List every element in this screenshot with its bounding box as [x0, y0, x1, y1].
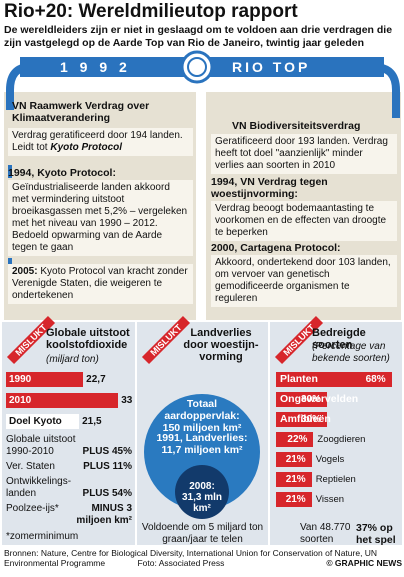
title: Rio+20: Wereldmilieutop rapport	[4, 1, 298, 22]
globe-loss	[175, 465, 229, 519]
stat-value: PLUS 45%	[82, 446, 132, 457]
heading: VN Biodiversiteitsverdrag	[232, 120, 361, 132]
bar-label: Vogels	[315, 454, 345, 465]
bar	[6, 414, 80, 429]
bar-label: 1990	[9, 374, 32, 385]
subtitle: De wereldleiders zijn er niet in geslaag…	[4, 24, 393, 49]
total: Van 48.770 soorten	[300, 522, 351, 545]
heading: VN Raamwerk Verdrag over Klimaatverander…	[12, 100, 150, 124]
stat: Ver. Staten PLUS 11%	[6, 461, 132, 473]
photo: Foto: Associated Press	[137, 558, 225, 568]
value-label: 22,7	[86, 374, 106, 385]
stat-label: Globale uitstoot 1990-2010	[6, 434, 76, 457]
note: Voldoende om 5 miljard ton graan/jaar te…	[141, 522, 264, 545]
label: Totaal aardoppervlak:	[164, 398, 240, 422]
bar-label: Vissen	[315, 494, 345, 505]
label: 2008:	[189, 481, 215, 492]
stat-value: PLUS 54%	[82, 488, 132, 499]
text: Geratificeerd door 193 landen. Verdrag h…	[211, 134, 397, 174]
bar-label: Zoogdieren	[317, 434, 366, 445]
globe-text: 2008: 31,3 mln km²	[176, 481, 228, 514]
sources: Bronnen: Nature, Centre for Biological D…	[4, 548, 378, 568]
bar-label: Ongewervelden	[280, 393, 359, 405]
bar-label: Planten	[280, 373, 318, 385]
event-title: 2005:	[12, 266, 38, 277]
bar	[6, 393, 119, 408]
value: 11,7 miljoen km²	[161, 444, 243, 456]
event-text: Akkoord, ondertekend door 103 landen, om…	[211, 255, 397, 307]
event-title: 2000, Cartagena Protocol:	[211, 242, 341, 254]
logo	[187, 57, 207, 77]
globe-text: Totaal aardoppervlak: 150 miljoen km²	[150, 398, 254, 434]
value-label: 21%	[285, 474, 306, 485]
text: Kyoto Protocol	[50, 142, 123, 153]
value-label: 22%	[287, 434, 308, 445]
panel-subtitle: (Percentage van bekende soorten)	[312, 341, 390, 364]
event-text: Kyoto Protocol van kracht zonder Verenig…	[12, 266, 188, 301]
value-label: 21,5	[82, 416, 102, 427]
stat-label: Ver. Staten	[6, 461, 55, 472]
stat: Ontwikkelings-landen PLUS 54%	[6, 476, 132, 500]
value: 31,3 mln km²	[181, 492, 223, 514]
note: *zomerminimum	[6, 531, 79, 542]
footer: Bronnen: Nature, Centre for Biological D…	[4, 548, 402, 568]
event-text: Verdrag beoogt bodemaantasting te voorko…	[211, 201, 397, 241]
value-label: 21%	[285, 454, 306, 465]
bar-label: Doel Kyoto	[9, 416, 62, 427]
value: 150 miljoen km²	[162, 422, 242, 434]
panel-title: Bedreigde soorten	[312, 327, 366, 351]
value-label: 21%	[285, 494, 306, 505]
bar	[276, 452, 312, 467]
stat-label: Ontwikkelings-landen	[6, 476, 72, 499]
globe	[144, 394, 260, 510]
bar	[276, 472, 312, 487]
stat-value: MINUS 3 miljoen km²	[76, 503, 132, 526]
panel-title: Globale uitstoot koolstofdioxide	[46, 327, 130, 351]
event: 2005: Kyoto Protocol van kracht zonder V…	[8, 264, 193, 304]
bar-label: 2010	[9, 395, 32, 406]
value-label: 30%	[301, 414, 322, 425]
panel-subtitle: (miljard ton)	[46, 354, 99, 365]
bar	[276, 392, 327, 407]
stat-label: Poolzee-ijs*	[6, 503, 59, 514]
event-text: Geïndustrialiseerde landen akkoord met v…	[8, 180, 193, 256]
stat: Globale uitstoot 1990-2010 PLUS 45%	[6, 434, 132, 458]
panel	[2, 322, 135, 545]
banner-label: RIO TOP	[232, 59, 311, 75]
credit: © GRAPHIC NEWS	[326, 558, 402, 568]
bar	[276, 492, 312, 507]
value-label: 30%	[301, 394, 322, 405]
label: 1991, Landverlies:	[156, 432, 248, 444]
bar	[6, 372, 84, 387]
at-risk: 37% op het spel	[356, 522, 396, 546]
event-title: 1994, Kyoto Protocol:	[8, 167, 116, 179]
globe-text: 1991, Landverlies: 11,7 miljoen km²	[150, 432, 254, 456]
text: Verdrag geratificeerd door 194 landen. L…	[8, 128, 193, 156]
value-label: 68%	[365, 374, 386, 385]
stat: Poolzee-ijs* MINUS 3 miljoen km²	[6, 503, 132, 527]
bar	[276, 432, 314, 447]
value-label: 33	[121, 395, 133, 406]
logo	[180, 50, 214, 84]
text: Verdrag geratificeerd door 194 landen. L…	[12, 130, 183, 153]
banner-year: 1 9 9 2	[60, 59, 131, 75]
stat-value: PLUS 11%	[83, 461, 132, 472]
bar	[276, 412, 327, 427]
bar	[276, 372, 392, 387]
event-title: 1994, VN Verdrag tegen woestijnvorming:	[211, 176, 328, 200]
panel-title: Landverlies door woestijn-vorming	[183, 327, 259, 363]
bar-label: Reptielen	[315, 474, 356, 485]
bar-label: Amfibieën	[280, 413, 331, 425]
